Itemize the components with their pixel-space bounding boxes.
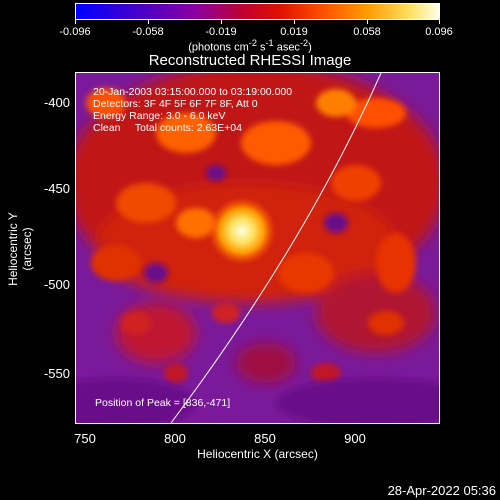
y-tick-label: -550: [43, 366, 70, 381]
y-tick-label: -450: [43, 181, 70, 196]
colorbar-tick-label: -0.019: [205, 26, 237, 38]
peak-position: Position of Peak = [836,-471]: [95, 397, 231, 409]
time-range: 20-Jan-2003 03:15:00.000 to 03:19:00.000: [93, 86, 293, 98]
colorbar-ticks: -0.096 -0.058 -0.019 0.019 0.058 0.096: [0, 0, 500, 40]
image-plot[interactable]: [75, 72, 440, 424]
x-tick-label: 800: [164, 431, 186, 446]
y-tick-label: -400: [43, 95, 70, 110]
x-tick-label: 900: [344, 431, 366, 446]
timestamp: 28-Apr-2022 05:36: [387, 483, 496, 498]
colorbar-tick-label: 0.019: [280, 26, 308, 38]
energy-range: Energy Range: 3.0 - 6.0 keV: [93, 110, 226, 122]
colorbar-gradient: [76, 4, 439, 19]
rhessi-image: [76, 73, 439, 423]
page-title: Reconstructed RHESSI Image: [148, 52, 352, 69]
colorbar-tick-label: -0.058: [132, 26, 164, 38]
detectors: Detectors: 3F 4F 5F 6F 7F 8F, Att 0: [93, 98, 258, 110]
colorbar-tick-label: 0.058: [353, 26, 381, 38]
solar-limb-line: [170, 73, 382, 423]
colorbar: [75, 3, 440, 20]
x-tick-label: 750: [74, 431, 96, 446]
observation-info: 20-Jan-2003 03:15:00.000 to 03:19:00.000…: [93, 86, 292, 134]
colorbar-tick-label: 0.096: [425, 26, 453, 38]
algorithm-counts: Clean Total counts: 2.63E+04: [93, 122, 242, 134]
y-tick-label: -500: [43, 277, 70, 292]
y-axis-label: Heliocentric Y (arcsec): [6, 212, 34, 286]
x-axis-label: Heliocentric X (arcsec): [197, 447, 318, 461]
colorbar-units: (photons cm-2 s-1 asec-2): [188, 38, 312, 54]
x-tick-label: 850: [254, 431, 276, 446]
colorbar-tick-label: -0.096: [59, 26, 91, 38]
